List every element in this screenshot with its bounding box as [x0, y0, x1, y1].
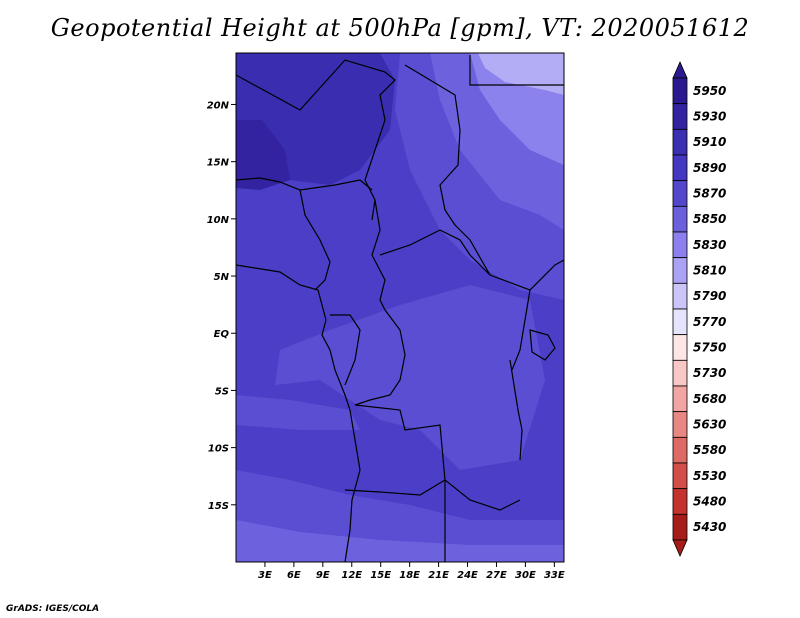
lon-tick-label: 33E — [544, 570, 565, 581]
colorbar-label: 5850 — [693, 212, 726, 226]
lon-tick-label: 9E — [316, 570, 330, 581]
colorbar-top-arrow — [672, 61, 688, 79]
colorbar-swatch — [672, 308, 688, 336]
lake-east-africa — [509, 359, 523, 461]
colorbar-swatch — [672, 385, 688, 413]
border-east — [511, 289, 531, 371]
coastline-west-africa — [236, 264, 361, 562]
lat-tick-label: 15N — [207, 158, 230, 169]
colorbar-label: 5830 — [693, 238, 726, 252]
colorbar-swatch — [672, 257, 688, 284]
lake-victoria — [529, 329, 556, 361]
lat-tick-label: 5N — [214, 272, 230, 283]
lon-tick-label: 24E — [457, 570, 478, 581]
map-frame — [235, 52, 565, 563]
lon-tick-label: 27E — [486, 570, 507, 581]
field-lighter-sw — [236, 520, 564, 562]
border-angola — [344, 479, 446, 496]
colorbar-swatch — [672, 128, 688, 156]
border-gabon — [330, 314, 361, 386]
colorbar-label: 5730 — [693, 366, 726, 380]
lat-tick-label: 10S — [208, 444, 229, 455]
longitude-axis: 3E 6E 9E 12E 15E 18E 21E 24E 27E 30E 33E — [258, 562, 565, 581]
colorbar-swatch — [672, 411, 688, 438]
colorbar-swatch — [672, 77, 688, 105]
border-car — [379, 229, 491, 276]
colorbar-label: 5910 — [693, 135, 726, 149]
colorbar-swatch — [672, 205, 688, 233]
colorbar-label: 5770 — [693, 315, 726, 329]
field-light-west — [236, 395, 360, 430]
colorbar-swatch — [672, 103, 688, 130]
lon-tick-label: 30E — [515, 570, 536, 581]
lat-tick-label: 5S — [215, 386, 229, 397]
lon-tick-label: 3E — [258, 570, 272, 581]
colorbar-swatch — [672, 231, 688, 259]
colorbar-swatch — [672, 180, 688, 207]
lon-tick-label: 12E — [341, 570, 362, 581]
colorbar-label: 5950 — [693, 84, 726, 98]
colorbar-label: 5530 — [693, 469, 726, 483]
border-drc-south — [354, 404, 521, 511]
colorbar-swatch — [672, 154, 688, 182]
colorbar-swatch — [672, 334, 688, 361]
lat-tick-label: 15S — [208, 501, 229, 512]
field-darker-nw — [236, 120, 290, 190]
grads-credit: GrADS: IGES/COLA — [6, 604, 100, 614]
lon-tick-label: 6E — [287, 570, 301, 581]
lat-tick-label: EQ — [214, 329, 230, 340]
lat-tick-label: 10N — [207, 215, 230, 226]
colorbar: 5950 5930 5910 5890 5870 5850 5830 5810 5790 5770… — [672, 61, 726, 557]
colorbar-swatch — [672, 462, 688, 490]
colorbar-label: 5890 — [693, 161, 726, 175]
latitude-axis: 20N 15N 10N 5N EQ 5S 10S 15S — [207, 100, 236, 512]
border-nigeria — [299, 189, 331, 291]
colorbar-label: 5480 — [693, 495, 726, 509]
border-egypt-sudan — [469, 55, 564, 86]
lon-tick-label: 15E — [370, 570, 391, 581]
colorbar-swatch — [672, 436, 688, 464]
border-congo — [354, 309, 406, 406]
colorbar-swatch — [672, 282, 688, 310]
colorbar-label: 5870 — [693, 187, 726, 201]
colorbar-swatch — [672, 488, 688, 515]
colorbar-label: 5680 — [693, 392, 726, 406]
colorbar-swatch — [672, 359, 688, 387]
colorbar-label: 5810 — [693, 264, 726, 278]
lon-tick-label: 18E — [399, 570, 420, 581]
colorbar-label: 5580 — [693, 443, 726, 457]
colorbar-label: 5790 — [693, 289, 726, 303]
border-cameroon — [371, 199, 386, 311]
map-title: Geopotential Height at 500hPa [gpm], VT:… — [50, 14, 750, 42]
colorbar-label: 5630 — [693, 418, 726, 432]
field-light-central — [275, 285, 545, 470]
colorbar-label: 5930 — [693, 110, 726, 124]
lat-tick-label: 20N — [207, 100, 230, 111]
colorbar-swatch — [672, 513, 688, 541]
lon-tick-label: 21E — [428, 570, 449, 581]
boundaries — [236, 55, 564, 562]
height-field — [236, 53, 564, 562]
colorbar-bottom-arrow — [672, 539, 688, 557]
colorbar-label: 5430 — [693, 520, 726, 534]
colorbar-label: 5750 — [693, 341, 726, 355]
